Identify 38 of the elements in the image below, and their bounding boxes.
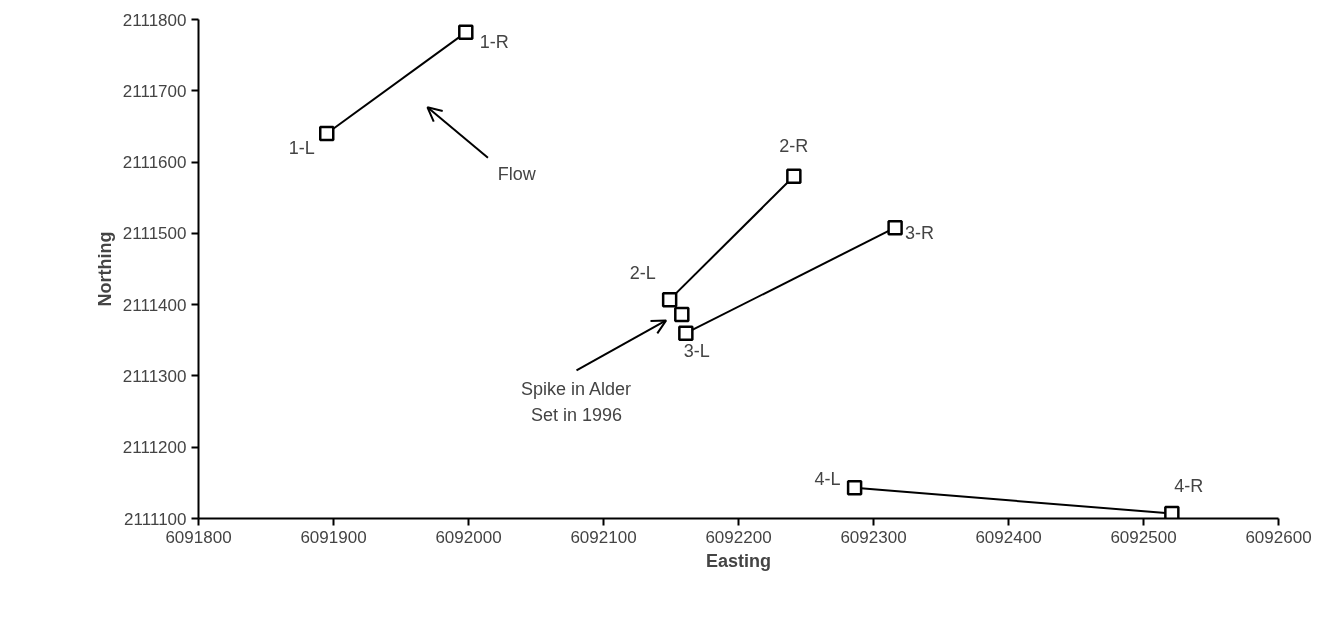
x-tick-label: 6092200 xyxy=(705,527,772,547)
x-tick-label: 6092000 xyxy=(435,527,502,547)
x-tick-label: 6092500 xyxy=(1110,527,1177,547)
annotation: 2-L xyxy=(629,262,656,283)
annotation: 4-L xyxy=(814,468,841,489)
point xyxy=(674,306,690,323)
x-tick-label: 6092400 xyxy=(975,527,1042,547)
annotation: 1-R xyxy=(479,32,509,53)
annotation: 3-L xyxy=(683,341,710,362)
point xyxy=(661,291,678,308)
point xyxy=(887,219,903,236)
annotation: 1-L xyxy=(288,137,315,158)
annotation: Flow xyxy=(497,163,537,184)
annotation: Spike in Alder Set in 1996 xyxy=(520,378,632,425)
y-axis-title: Northing xyxy=(94,231,115,307)
x-tick-label: 6092300 xyxy=(840,527,907,547)
y-tick-label: 2111300 xyxy=(122,366,187,386)
point xyxy=(458,24,474,41)
annotation: 4-R xyxy=(1174,475,1204,496)
point xyxy=(1164,505,1180,519)
y-tick-label: 2111700 xyxy=(122,81,187,101)
point xyxy=(846,480,863,496)
x-tick-label: 6091800 xyxy=(165,527,232,547)
y-tick-label: 2111600 xyxy=(122,153,187,173)
y-tick-label: 2111200 xyxy=(122,438,187,458)
point xyxy=(319,125,335,142)
x-tick-label: 6091900 xyxy=(300,527,367,547)
y-tick-label: 2111400 xyxy=(122,295,187,315)
point xyxy=(786,168,802,185)
y-tick-label: 2111100 xyxy=(124,509,187,529)
x-axis-title: Easting xyxy=(705,550,772,571)
y-tick-label: 2111500 xyxy=(122,224,187,244)
x-tick-label: 6092600 xyxy=(1245,527,1312,547)
y-tick-label: 2111800 xyxy=(122,10,187,30)
point xyxy=(678,325,694,341)
annotation: 3-R xyxy=(905,222,935,243)
annotation: 2-R xyxy=(779,136,809,157)
x-tick-label: 6092100 xyxy=(570,527,637,547)
